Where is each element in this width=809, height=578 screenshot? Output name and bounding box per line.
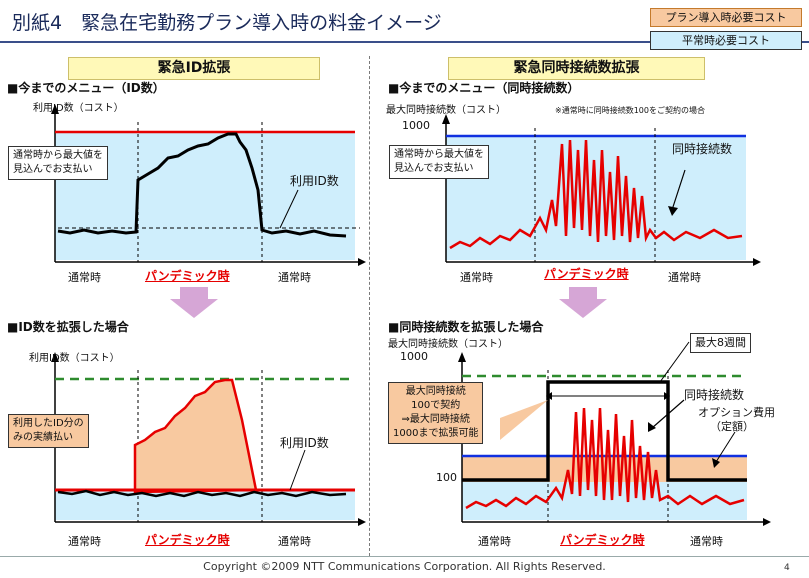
left-heading: 緊急ID拡張 [68, 57, 320, 80]
right-bottom-ytick-100: 100 [436, 471, 457, 484]
right-top-callout: 通常時から最大値を 見込んでお支払い [389, 145, 489, 179]
left-top-ylabel: 利用ID数（コスト） [33, 103, 124, 114]
right-bottom-series-label: 同時接続数 [684, 388, 745, 402]
right-top-chart [442, 114, 761, 266]
copyright: Copyright ©2009 NTT Communications Corpo… [203, 560, 606, 573]
right-heading: 緊急同時接続数拡張 [448, 57, 705, 80]
right-bottom-chart [458, 341, 771, 526]
right-top-ylabel: 最大同時接続数（コスト） [386, 105, 506, 116]
title-rule [0, 41, 809, 43]
id-usage-line [57, 132, 347, 238]
page-number: 4 [784, 563, 790, 573]
left-bottom-chart [51, 352, 366, 526]
left-bottom-ylabel: 利用ID数（コスト） [29, 353, 120, 364]
left-bottom-x-normal-2: 通常時 [278, 535, 311, 548]
left-top-x-normal-2: 通常時 [278, 271, 311, 284]
left-bottom-subtitle: ■ID数を拡張した場合 [7, 320, 129, 334]
left-top-x-pandemic: パンデミック時 [145, 269, 230, 283]
left-top-chart [51, 104, 366, 266]
right-bottom-ytick-1000: 1000 [400, 350, 428, 363]
left-bottom-x-pandemic: パンデミック時 [145, 533, 230, 547]
section-divider [369, 56, 370, 556]
legend-normal-cost: 平常時必要コスト [650, 31, 802, 50]
right-top-ytick-1000: 1000 [402, 119, 430, 132]
right-top-note: ※通常時に同時接続数100をご契約の場合 [555, 106, 705, 115]
right-top-x-normal-1: 通常時 [460, 271, 493, 284]
right-bottom-subtitle: ■同時接続数を拡張した場合 [388, 320, 544, 334]
right-top-series-label: 同時接続数 [672, 142, 733, 156]
option-fee-label: オプション費用 （定額） [698, 406, 775, 433]
right-bottom-ylabel: 最大同時接続数（コスト） [388, 339, 508, 350]
left-top-subtitle: ■今までのメニュー（ID数） [7, 81, 165, 95]
right-bottom-callout: 最大同時接続 100で契約 ⇒最大同時接続 1000まで拡張可能 [388, 382, 484, 444]
right-bottom-x-normal-2: 通常時 [690, 535, 723, 548]
right-top-x-pandemic: パンデミック時 [544, 267, 629, 281]
legend-intro-cost: プラン導入時必要コスト [650, 8, 802, 27]
right-down-arrow [559, 287, 607, 318]
left-top-callout: 通常時から最大値を 見込んでお支払い [8, 146, 108, 180]
left-top-series-label: 利用ID数 [290, 174, 339, 188]
left-bottom-series-label: 利用ID数 [280, 436, 329, 450]
left-top-x-normal-1: 通常時 [68, 271, 101, 284]
right-bottom-x-normal-1: 通常時 [478, 535, 511, 548]
left-bottom-callout: 利用したID分の みの実績払い [8, 414, 89, 448]
max-period-badge: 最大8週間 [690, 333, 751, 353]
right-bottom-x-pandemic: パンデミック時 [560, 533, 645, 547]
page-title: 別紙4 緊急在宅勤務プラン導入時の料金イメージ [12, 12, 442, 34]
left-bottom-x-normal-1: 通常時 [68, 535, 101, 548]
right-top-subtitle: ■今までのメニュー（同時接続数） [388, 81, 580, 95]
footer-rule [0, 556, 809, 557]
left-down-arrow [170, 287, 218, 318]
right-top-x-normal-2: 通常時 [668, 271, 701, 284]
